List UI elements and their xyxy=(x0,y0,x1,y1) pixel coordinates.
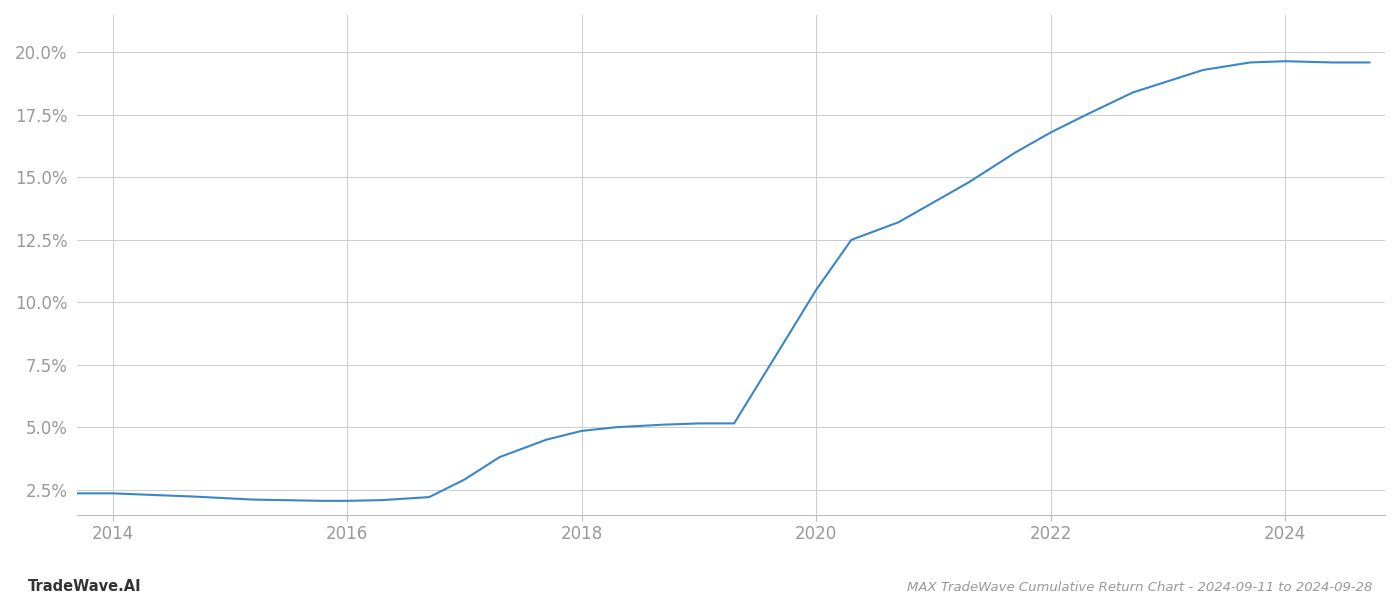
Text: TradeWave.AI: TradeWave.AI xyxy=(28,579,141,594)
Text: MAX TradeWave Cumulative Return Chart - 2024-09-11 to 2024-09-28: MAX TradeWave Cumulative Return Chart - … xyxy=(907,581,1372,594)
